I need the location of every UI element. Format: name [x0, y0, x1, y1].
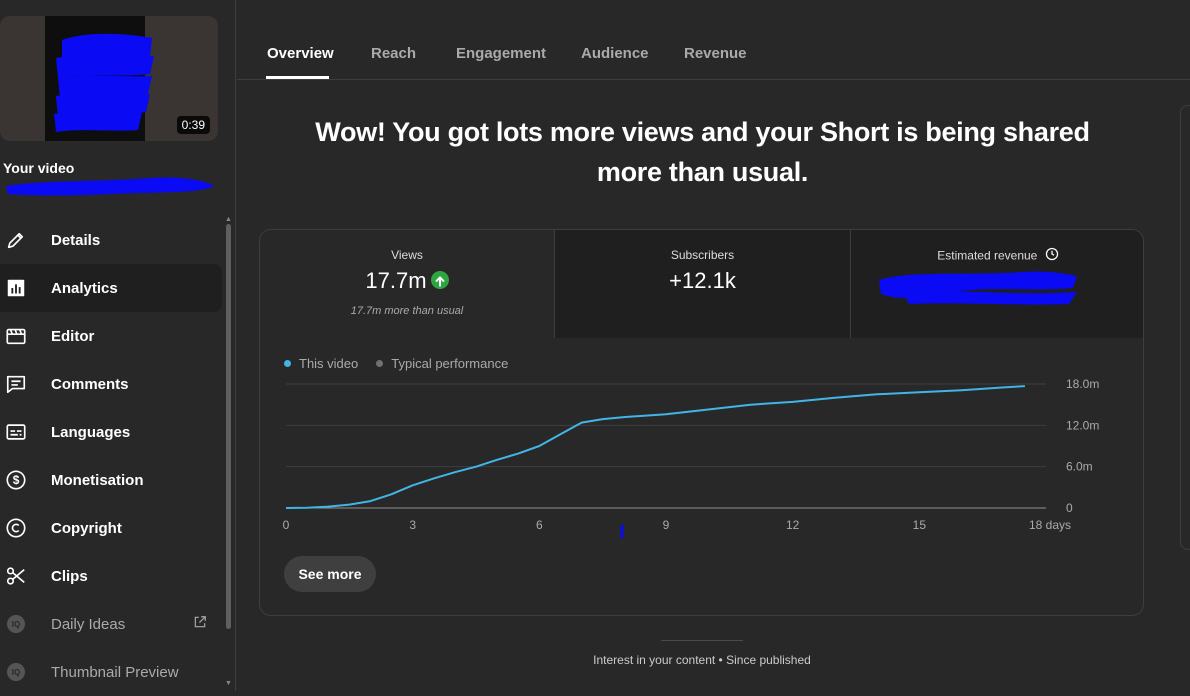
y-tick-label: 6.0m: [1066, 460, 1093, 474]
tab-engagement[interactable]: Engagement: [456, 45, 547, 62]
svg-text:$: $: [13, 473, 20, 487]
overview-card: Views 17.7m 17.7m more than usual Subscr…: [259, 229, 1144, 616]
pencil-icon: [4, 228, 28, 252]
x-tick-label: 0: [283, 518, 290, 532]
sidebar-item-copyright[interactable]: Copyright: [0, 504, 222, 552]
sidebar-item-label: Clips: [51, 567, 88, 585]
scissors-icon: [4, 564, 28, 588]
x-tick-label: 12: [786, 518, 800, 532]
sidebar-item-analytics[interactable]: Analytics: [0, 264, 222, 312]
analytics-tabs: [237, 0, 1190, 80]
legend-dot: [284, 360, 291, 367]
active-tab-indicator: [266, 76, 329, 79]
tab-overview[interactable]: Overview: [267, 45, 334, 62]
x-tick-label: 18 days: [1029, 518, 1071, 532]
legend-this-video[interactable]: This video: [284, 356, 358, 371]
scroll-down-icon[interactable]: ▼: [225, 680, 232, 687]
sidebar-item-details[interactable]: Details: [0, 216, 222, 264]
y-tick-label: 18.0m: [1066, 377, 1099, 391]
tab-audience[interactable]: Audience: [581, 45, 649, 62]
headline-line-1: Wow! You got lots more views and your Sh…: [315, 117, 1090, 147]
copyright-icon: [4, 516, 28, 540]
headline-line-2: more than usual.: [596, 157, 809, 187]
sidebar-item-label: Details: [51, 231, 101, 249]
chart-legend: This video Typical performance: [284, 356, 508, 371]
legend-label: Typical performance: [391, 356, 509, 371]
sidebar-scrollbar[interactable]: [226, 224, 231, 629]
footer-divider: [661, 640, 743, 641]
tab-reach[interactable]: Reach: [371, 45, 417, 62]
sidebar-item-label: Thumbnail Preview: [51, 663, 179, 681]
ext-badge: IQ: [7, 663, 25, 681]
footer-caption: Interest in your content • Since publish…: [593, 653, 811, 667]
sidebar-item-label: Editor: [51, 327, 95, 345]
revenue-label: Estimated revenue: [937, 248, 1038, 263]
subtitles-icon: [4, 420, 28, 444]
ext-badge: IQ: [7, 615, 25, 633]
sidebar-item-label: Analytics: [51, 279, 118, 297]
arrow-up-icon: [430, 271, 449, 290]
sidebar-item-label: Copyright: [51, 519, 122, 537]
metric-value: +12.1k: [669, 268, 736, 293]
sidebar-item-label: Comments: [51, 375, 129, 393]
views-value: 17.7m: [365, 268, 427, 293]
sidebar-item-monetisation[interactable]: $ Monetisation: [0, 456, 222, 504]
scroll-up-icon[interactable]: ▲: [225, 216, 232, 223]
sidebar-item-comments[interactable]: Comments: [0, 360, 222, 408]
sidebar-item-label: Languages: [51, 423, 131, 441]
tab-revenue[interactable]: Revenue: [684, 45, 747, 62]
x-tick-label: 9: [663, 518, 670, 532]
comment-icon: [4, 372, 28, 396]
hand-drawn-scribble: [620, 524, 624, 538]
external-link-icon[interactable]: [193, 615, 207, 633]
metrics-row: Views 17.7m 17.7m more than usual Subscr…: [260, 230, 1143, 338]
sidebar-item-editor[interactable]: Editor: [0, 312, 222, 360]
clapperboard-icon: [4, 324, 28, 348]
legend-dot: [376, 360, 384, 367]
redaction-overlay: [6, 33, 214, 196]
see-more-button[interactable]: See more: [284, 556, 376, 592]
x-tick-label: 3: [409, 518, 416, 532]
metric-label: Subscribers: [670, 248, 735, 262]
metric-subscribers[interactable]: Subscribers +12.1k: [554, 230, 850, 338]
x-tick-label: 15: [913, 518, 927, 532]
metric-estimated-revenue[interactable]: Estimated revenue: [850, 230, 1143, 338]
sidebar-item-label: Monetisation: [51, 471, 144, 489]
dollar-icon: $: [4, 468, 28, 492]
right-panel-edge: [1180, 105, 1190, 550]
metric-label: Views: [391, 248, 423, 262]
sidebar-nav: Details Analytics Editor Comments Langua…: [0, 216, 222, 696]
page-headline: Wow! You got lots more views and your Sh…: [310, 112, 1095, 192]
sidebar-item-languages[interactable]: Languages: [0, 408, 222, 456]
metric-subtext: 17.7m more than usual: [350, 305, 464, 317]
metric-label: Estimated revenue: [851, 247, 1143, 265]
sidebar-item-daily-ideas[interactable]: IQ Daily Ideas: [0, 600, 222, 648]
sidebar-item-thumbnail-preview[interactable]: IQ Thumbnail Preview: [0, 648, 222, 696]
legend-label: This video: [299, 356, 359, 371]
ext-app-icon: IQ: [4, 660, 28, 684]
y-tick-label: 0: [1066, 501, 1073, 515]
metric-views[interactable]: Views 17.7m 17.7m more than usual: [260, 230, 554, 338]
sidebar-item-label: Daily Ideas: [51, 615, 126, 633]
video-duration: 0:39: [176, 116, 210, 134]
y-tick-label: 12.0m: [1066, 418, 1099, 432]
redacted-revenue-value: [879, 271, 1077, 305]
views-line-chart: 0 6.0m 12.0m 18.0m 0 3 6 9 12 15 18 days: [283, 377, 1099, 538]
x-tick-label: 6: [536, 518, 543, 532]
legend-typical-performance[interactable]: Typical performance: [376, 356, 508, 371]
series-line-this-video[interactable]: [285, 385, 1025, 509]
your-video-label: Your video: [3, 160, 75, 176]
sidebar-item-clips[interactable]: Clips: [0, 552, 222, 600]
ext-app-icon: IQ: [4, 612, 28, 636]
metric-value: 17.7m: [260, 268, 554, 294]
clock-icon: [1045, 247, 1059, 264]
analytics-icon: [4, 276, 28, 300]
